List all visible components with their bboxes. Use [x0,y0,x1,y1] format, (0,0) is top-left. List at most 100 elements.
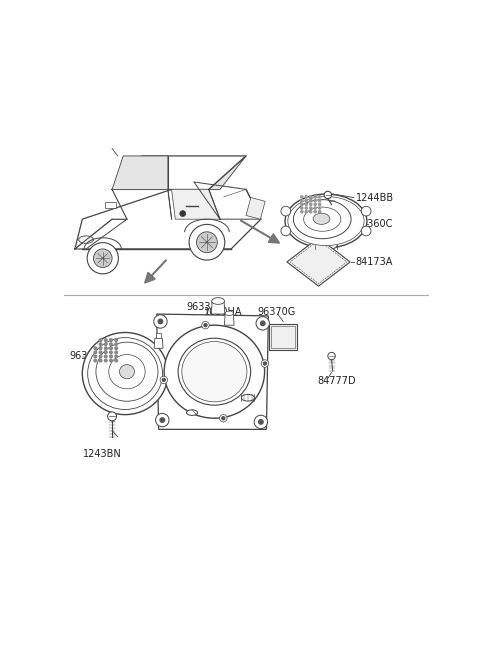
Ellipse shape [212,297,225,305]
Circle shape [261,321,265,326]
Circle shape [319,200,321,202]
Circle shape [204,324,207,327]
Ellipse shape [304,207,341,231]
Circle shape [115,355,118,358]
Polygon shape [287,238,350,286]
Circle shape [156,413,169,427]
Ellipse shape [178,338,251,405]
Polygon shape [112,156,246,189]
Circle shape [259,420,263,424]
Ellipse shape [182,341,247,402]
FancyBboxPatch shape [271,326,295,348]
Circle shape [160,376,168,384]
Circle shape [300,211,303,213]
Text: 96330D: 96330D [69,350,108,361]
Circle shape [109,355,112,358]
Circle shape [324,191,332,198]
Circle shape [99,347,102,350]
Circle shape [254,415,267,428]
Polygon shape [75,219,127,249]
Text: 96370G: 96370G [257,307,295,317]
Circle shape [105,355,107,358]
Circle shape [310,203,312,206]
Circle shape [319,196,321,198]
Circle shape [105,347,107,350]
Ellipse shape [288,196,364,246]
Ellipse shape [225,311,233,316]
Circle shape [105,351,107,354]
Circle shape [109,351,112,354]
Circle shape [328,352,335,360]
Circle shape [310,211,312,213]
Ellipse shape [88,337,163,409]
Circle shape [361,226,371,236]
Circle shape [115,351,118,354]
Polygon shape [156,333,161,338]
Polygon shape [194,182,261,219]
Polygon shape [290,240,347,284]
Circle shape [105,359,107,362]
Circle shape [196,232,217,253]
Circle shape [94,249,112,267]
Text: 96360C: 96360C [356,219,393,229]
Ellipse shape [109,354,145,389]
Ellipse shape [96,342,158,402]
Circle shape [99,339,102,341]
Circle shape [99,351,102,354]
Circle shape [99,359,102,362]
Polygon shape [112,156,168,189]
Circle shape [202,322,209,329]
Bar [246,198,265,219]
Text: 1243BN: 1243BN [83,449,122,458]
Polygon shape [211,301,225,314]
Circle shape [300,200,303,202]
Circle shape [158,319,163,324]
Text: 84173A: 84173A [356,257,393,267]
Text: 84777D: 84777D [317,376,356,386]
Circle shape [314,211,316,213]
Circle shape [154,315,167,328]
Circle shape [314,203,316,206]
Ellipse shape [164,325,264,418]
Circle shape [264,362,266,365]
Polygon shape [156,314,268,430]
Polygon shape [75,182,261,249]
Circle shape [87,242,119,274]
Circle shape [256,316,269,330]
Polygon shape [154,338,163,348]
Circle shape [310,207,312,209]
Circle shape [305,200,307,202]
Circle shape [115,343,118,345]
Circle shape [305,207,307,209]
Circle shape [314,196,316,198]
Polygon shape [225,313,234,325]
Circle shape [180,211,186,217]
Circle shape [281,206,290,216]
Circle shape [109,359,112,362]
Ellipse shape [285,194,367,248]
Circle shape [261,360,269,367]
Text: 1018AD: 1018AD [173,416,212,426]
Circle shape [319,203,321,206]
Circle shape [310,196,312,198]
Circle shape [319,207,321,209]
Ellipse shape [83,333,168,415]
Circle shape [219,415,227,422]
Ellipse shape [186,410,198,415]
Circle shape [314,200,316,202]
Circle shape [94,355,96,358]
Text: 1244BB: 1244BB [356,193,394,202]
Circle shape [109,339,112,341]
Ellipse shape [293,200,351,238]
Polygon shape [209,156,246,189]
Circle shape [310,200,312,202]
Circle shape [105,339,107,341]
Circle shape [99,355,102,358]
Text: 1030HA: 1030HA [204,307,243,317]
Circle shape [94,359,96,362]
Circle shape [222,417,225,420]
Circle shape [300,196,303,198]
Circle shape [305,211,307,213]
Circle shape [305,203,307,206]
Circle shape [109,347,112,350]
